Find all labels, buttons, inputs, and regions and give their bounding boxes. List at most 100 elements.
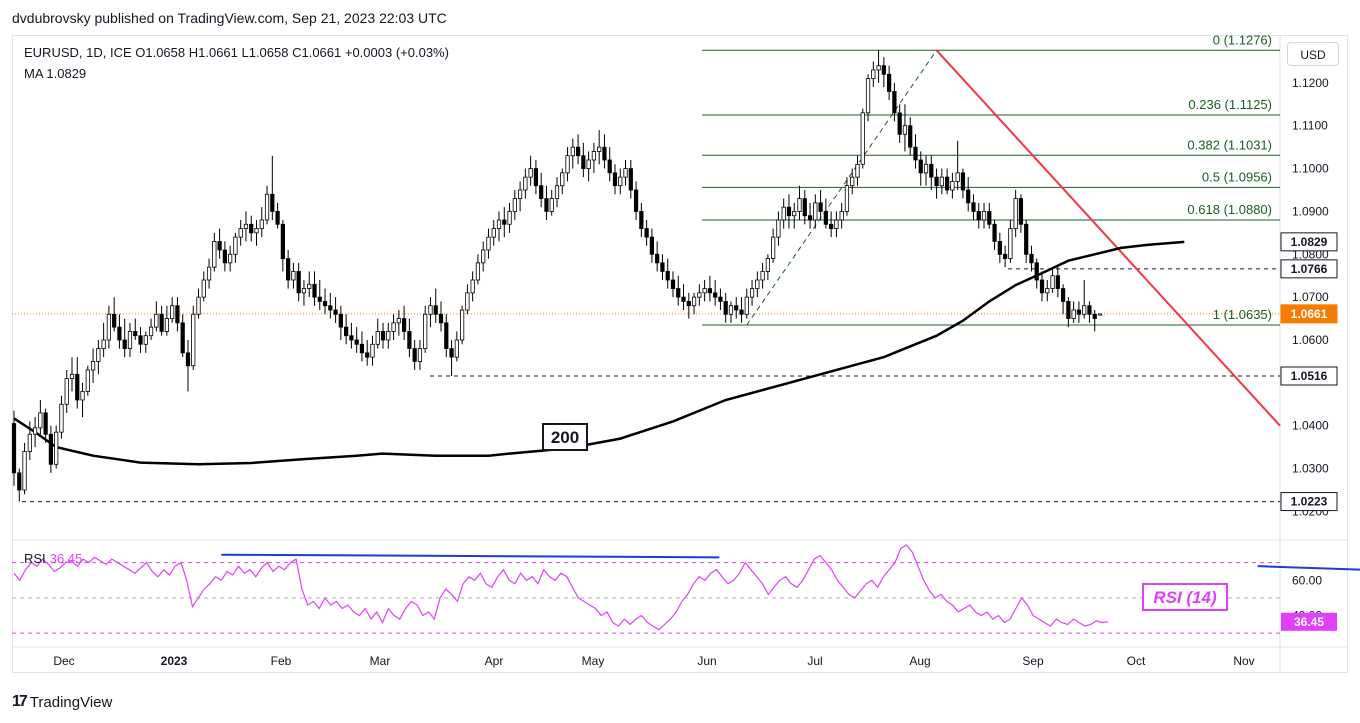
candle-body bbox=[929, 163, 934, 178]
candle-body bbox=[987, 211, 992, 225]
candle-body bbox=[839, 211, 844, 221]
candle-body bbox=[122, 339, 127, 349]
candle-body bbox=[660, 262, 665, 272]
candle-body bbox=[934, 176, 939, 187]
x-tick-label: Sep bbox=[1022, 654, 1044, 668]
x-tick-label: Feb bbox=[271, 654, 292, 668]
candle-body bbox=[180, 322, 185, 354]
candle-body bbox=[655, 253, 660, 264]
publisher-attribution: dvdubrovsky published on TradingView.com… bbox=[12, 10, 447, 26]
moving-average-layer: 200 bbox=[13, 240, 1185, 466]
candle-body bbox=[254, 228, 259, 234]
x-tick-label: Apr bbox=[485, 654, 504, 668]
price-tag-label: 1.0829 bbox=[1291, 235, 1328, 249]
candle-body bbox=[512, 198, 517, 212]
candle-body bbox=[312, 283, 317, 298]
candle-body bbox=[486, 236, 491, 251]
candle-body bbox=[955, 172, 960, 182]
candle-body bbox=[328, 305, 333, 311]
candle-body bbox=[818, 202, 823, 212]
candle-body bbox=[823, 211, 828, 225]
x-tick-label: Jul bbox=[807, 654, 822, 668]
candle-body bbox=[713, 292, 718, 298]
currency-button[interactable]: USD bbox=[1287, 42, 1339, 66]
candle-body bbox=[206, 266, 212, 281]
candle-body bbox=[670, 279, 676, 289]
candle-body bbox=[491, 228, 496, 238]
candle-body bbox=[575, 146, 581, 157]
candle-body bbox=[1002, 253, 1008, 259]
y-tick-label: 1.0900 bbox=[1292, 204, 1329, 218]
rsi-title-text: RSI (14) bbox=[1153, 588, 1217, 607]
candle-body bbox=[101, 339, 106, 349]
candle-body bbox=[776, 219, 781, 238]
candle-body bbox=[887, 73, 892, 92]
candle-body bbox=[164, 318, 169, 332]
candle-body bbox=[359, 343, 365, 354]
price-tag-label: 1.0766 bbox=[1291, 262, 1328, 276]
candle-body bbox=[59, 403, 64, 433]
candle-body bbox=[771, 236, 776, 259]
candle-body bbox=[797, 198, 802, 212]
fib-level-label: 0.618 (1.0880) bbox=[1187, 202, 1272, 217]
levels-layer: 0 (1.1276) 0.236 (1.1125) 0.382 (1.1031) 0.… bbox=[12, 32, 1281, 503]
candle-body bbox=[902, 125, 908, 135]
candle-body bbox=[402, 318, 407, 332]
rsi-line bbox=[13, 544, 1109, 631]
symbol-info: EURUSD, 1D, ICE O1.0658 H1.0661 L1.0658 … bbox=[24, 45, 449, 60]
ma-legend[interactable]: MA 1.0829 bbox=[24, 66, 87, 81]
candle-body bbox=[133, 331, 138, 337]
fib-level-label: 0.382 (1.1031) bbox=[1187, 137, 1272, 152]
candle-body bbox=[449, 348, 454, 358]
candle-body bbox=[781, 206, 786, 221]
y-tick-label: 1.1000 bbox=[1292, 162, 1329, 176]
fib-level-label: 0.236 (1.1125) bbox=[1188, 97, 1272, 112]
candle-body bbox=[565, 155, 570, 174]
tradingview-logo[interactable]: 17 TradingView bbox=[12, 693, 112, 711]
candle-body bbox=[228, 253, 233, 264]
rsi-title-box bbox=[1142, 583, 1228, 611]
rsi-divergence-line bbox=[1257, 565, 1360, 571]
candle-body bbox=[1018, 198, 1024, 225]
price-tag-label: 1.0223 bbox=[1291, 495, 1328, 509]
rsi-legend[interactable]: RSI 36.45 bbox=[24, 551, 83, 566]
candle-body bbox=[217, 241, 222, 251]
candle-body bbox=[212, 241, 217, 268]
candle-body bbox=[718, 296, 723, 302]
candle-body bbox=[11, 423, 17, 474]
candle-body bbox=[855, 163, 860, 178]
candle-body bbox=[233, 236, 238, 255]
candle-body bbox=[412, 348, 417, 362]
candle-body bbox=[1092, 313, 1097, 319]
candle-body bbox=[533, 168, 539, 187]
y-tick-label: 1.1100 bbox=[1292, 119, 1328, 133]
candle-body bbox=[365, 352, 370, 358]
candle-body bbox=[391, 322, 396, 332]
candle-body bbox=[829, 223, 834, 229]
y-tick-label: 1.0300 bbox=[1292, 462, 1329, 476]
price-tag bbox=[1280, 492, 1338, 512]
candle-body bbox=[602, 146, 607, 161]
candle-body bbox=[966, 189, 971, 204]
candle-body bbox=[997, 241, 1002, 255]
candle-body bbox=[96, 348, 101, 362]
candle-body bbox=[106, 313, 112, 341]
candle-body bbox=[581, 155, 586, 169]
fib-level-label: 0.5 (1.0956) bbox=[1202, 169, 1272, 184]
x-tick-label: May bbox=[582, 654, 605, 668]
x-tick-label: Jun bbox=[697, 654, 716, 668]
candle-body bbox=[80, 391, 85, 401]
candle-body bbox=[644, 228, 649, 238]
ma-label-text: 200 bbox=[551, 428, 579, 447]
rsi-legend-value: 36.45 bbox=[49, 551, 83, 566]
candle-body bbox=[607, 159, 612, 174]
candle-body bbox=[17, 472, 22, 491]
candle-body bbox=[628, 168, 633, 191]
candle-body bbox=[1029, 253, 1034, 264]
candle-body bbox=[918, 159, 923, 174]
candle-body bbox=[633, 189, 639, 212]
y-tick-label: 1.0700 bbox=[1292, 290, 1329, 304]
candle-body bbox=[723, 301, 728, 315]
candle-body bbox=[444, 322, 449, 349]
